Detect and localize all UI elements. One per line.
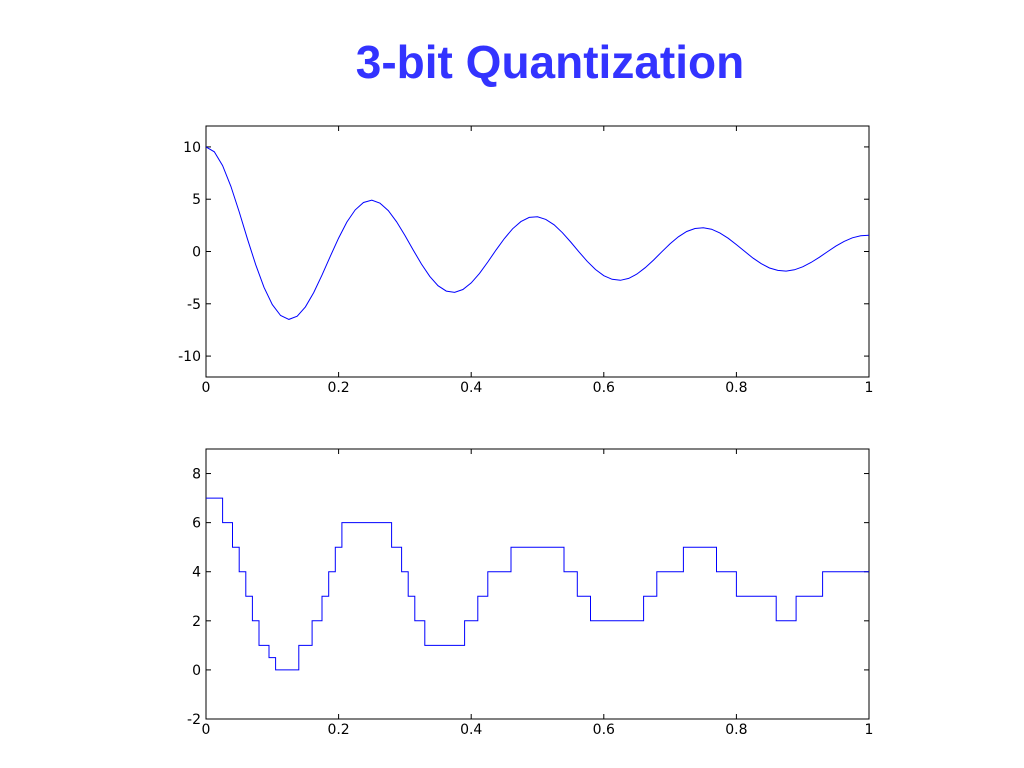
x-tick-label: 0.2 bbox=[327, 722, 349, 738]
y-tick-label: 4 bbox=[192, 565, 201, 581]
x-tick-label: 0.6 bbox=[593, 722, 615, 738]
y-tick-label: 2 bbox=[192, 614, 201, 630]
x-tick-label: 0 bbox=[202, 722, 211, 738]
y-tick-label: 6 bbox=[192, 516, 201, 532]
x-tick-label: 1 bbox=[865, 722, 874, 738]
page-title: 3-bit Quantization bbox=[355, 36, 745, 88]
y-tick-label: 0 bbox=[192, 663, 201, 679]
y-tick-label: -10 bbox=[178, 349, 201, 365]
y-tick-label: -5 bbox=[187, 297, 201, 313]
plot-area-frame bbox=[205, 125, 870, 378]
x-tick-label: 0 bbox=[202, 380, 211, 396]
plot-area-frame bbox=[205, 448, 870, 720]
x-tick-label: 0.4 bbox=[460, 722, 482, 738]
x-tick-label: 0.2 bbox=[327, 380, 349, 396]
x-tick-label: 0.8 bbox=[725, 722, 747, 738]
x-tick-label: 0.4 bbox=[460, 380, 482, 396]
y-tick-label: -2 bbox=[187, 712, 201, 728]
signal-line bbox=[205, 146, 870, 320]
quantized-signal-line bbox=[206, 497, 869, 671]
x-tick-label: 1 bbox=[865, 380, 874, 396]
y-tick-label: 10 bbox=[183, 140, 201, 156]
top-chart-signal: 0 0.2 0.4 0.6 0.8 1 -10 -5 0 5 10 bbox=[178, 125, 874, 396]
y-tick-label: 0 bbox=[192, 245, 201, 261]
x-tick-label: 0.8 bbox=[725, 380, 747, 396]
y-tick-label: 8 bbox=[192, 467, 201, 483]
y-tick-label: 5 bbox=[192, 192, 201, 208]
x-tick-label: 0.6 bbox=[593, 380, 615, 396]
